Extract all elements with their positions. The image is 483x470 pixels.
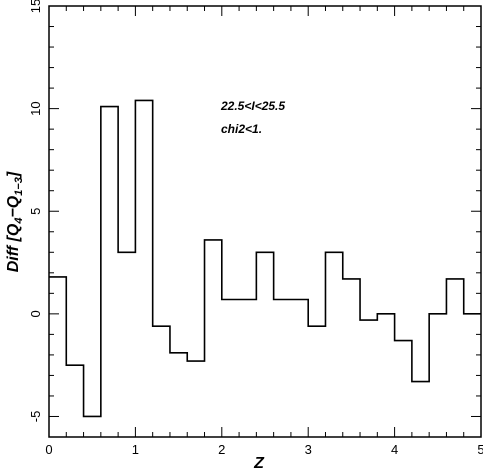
x-tick-label: 3 bbox=[305, 442, 312, 457]
axis-ticks bbox=[48, 5, 482, 438]
y-tick-label: -5 bbox=[28, 411, 43, 423]
plot-frame bbox=[48, 5, 482, 438]
x-axis-title: Z bbox=[253, 455, 265, 470]
y-tick-labels: -5 0 5 10 15 bbox=[28, 0, 43, 422]
annotation-chi2-cut: chi2<1. bbox=[221, 122, 262, 136]
y-axis-title-part2: −Q bbox=[5, 195, 22, 217]
y-tick-label: 0 bbox=[28, 310, 43, 317]
y-axis-title: Diff [Q4−Q1−3] bbox=[5, 171, 25, 272]
y-axis-title-part1: Diff [Q bbox=[5, 223, 22, 272]
y-tick-label: 10 bbox=[28, 101, 43, 115]
y-axis-title-part3: ] bbox=[5, 171, 22, 179]
y-axis-title-sub2: 1−3 bbox=[13, 177, 25, 196]
x-tick-labels: 0 1 2 3 4 5 bbox=[45, 442, 483, 457]
x-tick-label: 4 bbox=[391, 442, 398, 457]
annotation-magnitude-range: 22.5<I<25.5 bbox=[220, 99, 285, 113]
y-axis-title-sub1: 4 bbox=[13, 218, 25, 225]
x-tick-label: 0 bbox=[45, 442, 52, 457]
x-tick-label: 1 bbox=[132, 442, 139, 457]
x-tick-label: 5 bbox=[477, 442, 483, 457]
histogram-step-line bbox=[49, 99, 481, 418]
y-tick-label: 15 bbox=[28, 0, 43, 13]
x-tick-label: 2 bbox=[218, 442, 225, 457]
y-tick-label: 5 bbox=[28, 208, 43, 215]
